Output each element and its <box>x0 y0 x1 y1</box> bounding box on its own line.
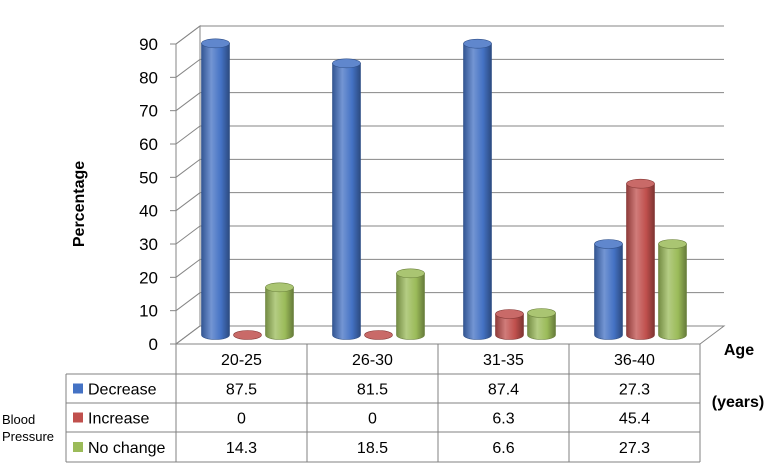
y-tick-label: 20 <box>139 268 158 287</box>
data-table: 20-25 26-30 31-35 36-40 Decrease 87.5 81.5 87.4… <box>65 344 701 463</box>
bar-increase-20-25 <box>233 330 262 340</box>
gridline <box>175 58 724 78</box>
y-tick-label: 0 <box>149 335 158 354</box>
y-axis-label: Percentage <box>71 161 88 247</box>
row-group-label-line2: Pressure <box>2 429 54 444</box>
legend-swatch-no-change <box>73 442 83 452</box>
bar-increase-26-30 <box>364 330 393 340</box>
gridlines <box>170 25 724 345</box>
bar-increase-36-40 <box>626 178 655 340</box>
x-tick-label: 36-40 <box>614 352 655 369</box>
bar-decrease-31-35 <box>463 38 492 340</box>
y-tick-label: 60 <box>139 135 158 154</box>
bar-decrease-36-40 <box>594 239 623 340</box>
gridline <box>175 125 724 145</box>
y-axis-ticks: 0 10 20 30 40 50 60 70 80 90 <box>139 35 158 354</box>
table-value: 81.5 <box>357 382 388 399</box>
table-value: 14.3 <box>226 440 257 457</box>
legend-swatch-increase <box>73 412 83 423</box>
legend-label-no-change: No change <box>88 440 165 457</box>
x-tick-label: 26-30 <box>352 352 393 369</box>
table-value: 6.3 <box>492 411 514 428</box>
table-value: 6.6 <box>492 440 514 457</box>
y-tick-label: 40 <box>139 202 158 221</box>
y-tick-label: 50 <box>139 168 158 187</box>
x-tick-label: 20-25 <box>221 352 262 369</box>
gridline <box>175 25 724 45</box>
bar-no-change-36-40 <box>658 239 687 340</box>
legend-label-increase: Increase <box>88 411 149 428</box>
gridline <box>175 158 724 178</box>
bar-no-change-31-35 <box>527 308 556 340</box>
bar-decrease-26-30 <box>332 58 361 340</box>
table-value: 87.5 <box>226 382 257 399</box>
gridline <box>175 92 724 112</box>
y-tick-label: 90 <box>139 35 158 54</box>
y-tick-label: 10 <box>139 302 158 321</box>
x-tick-label: 31-35 <box>483 352 524 369</box>
bar-increase-31-35 <box>495 309 524 340</box>
table-value: 45.4 <box>619 411 650 428</box>
legend-swatch-decrease <box>73 383 83 394</box>
x-axis-label-line1: Age <box>724 342 754 359</box>
table-value: 18.5 <box>357 440 388 457</box>
bar-no-change-26-30 <box>396 268 425 340</box>
side-wall <box>175 25 201 345</box>
y-tick-label: 80 <box>139 68 158 87</box>
bar-no-change-20-25 <box>265 282 294 340</box>
table-value: 0 <box>368 411 377 428</box>
bar-decrease-20-25 <box>201 38 230 340</box>
legend-label-decrease: Decrease <box>88 382 157 399</box>
table-value: 27.3 <box>619 440 650 457</box>
bars <box>201 38 687 340</box>
table-value: 27.3 <box>619 382 650 399</box>
y-tick-label: 30 <box>139 235 158 254</box>
table-value: 0 <box>237 411 246 428</box>
y-tick-label: 70 <box>139 102 158 121</box>
x-axis-label-line2: (years) <box>712 394 764 411</box>
row-group-label-line1: Blood <box>2 412 35 427</box>
table-value: 87.4 <box>488 382 519 399</box>
